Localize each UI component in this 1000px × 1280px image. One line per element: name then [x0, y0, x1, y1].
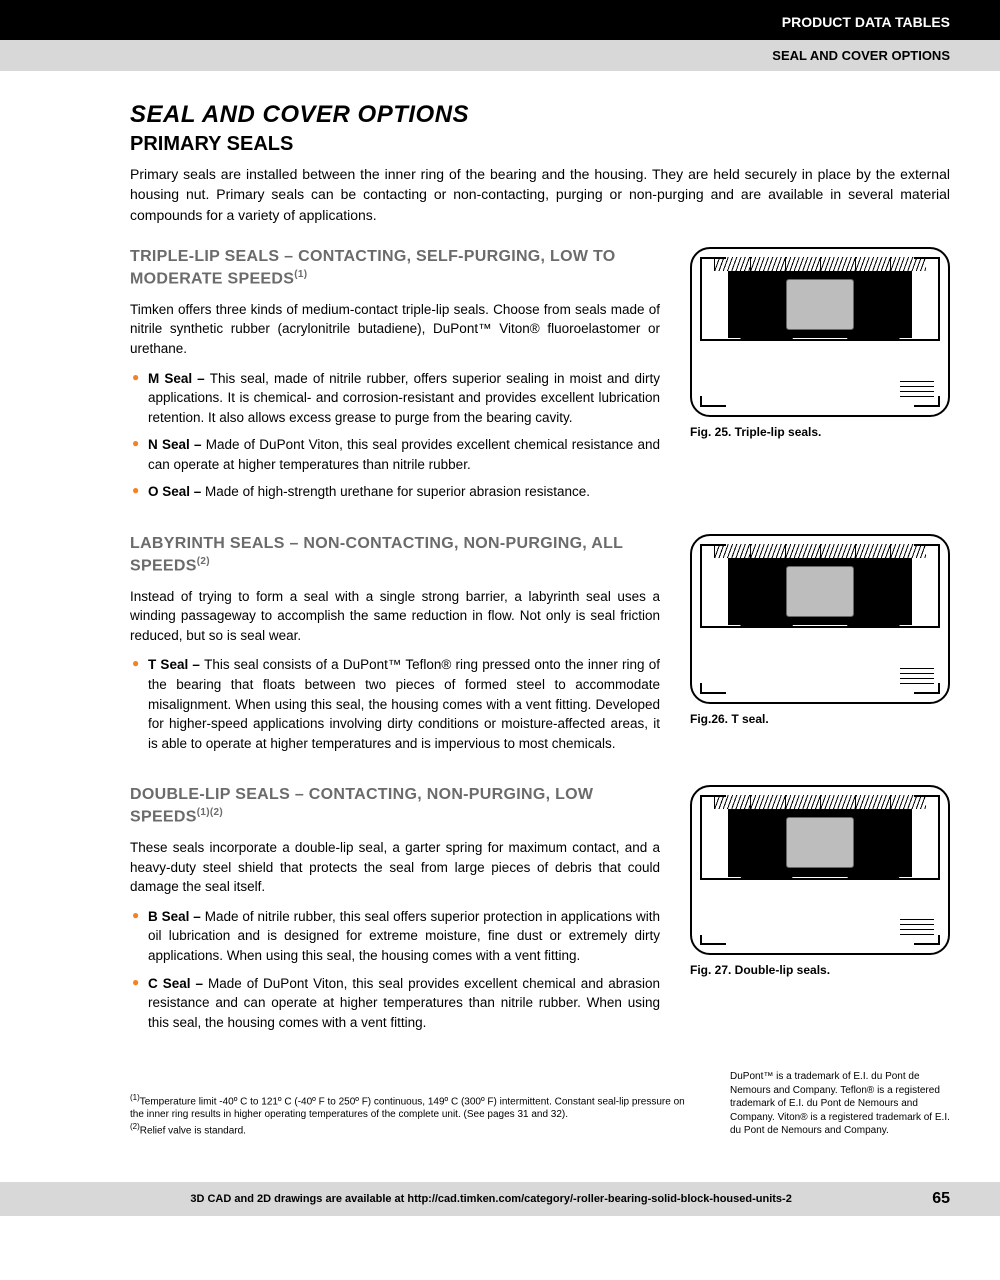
header-gray-bar: SEAL AND COVER OPTIONS: [0, 40, 1000, 71]
trademark-note: DuPont™ is a trademark of E.I. du Pont d…: [730, 1070, 950, 1138]
bullet-list: M Seal – This seal, made of nitrile rubb…: [130, 369, 660, 502]
section-heading: LABYRINTH SEALS – NON-CONTACTING, NON-PU…: [130, 534, 660, 577]
bullet-list: T Seal – This seal consists of a DuPont™…: [130, 655, 660, 753]
figure-diagram: [690, 247, 950, 417]
bottom-row: (1)Temperature limit -40º C to 121º C (-…: [130, 1064, 950, 1138]
section-paragraph: Instead of trying to form a seal with a …: [130, 587, 660, 646]
section-paragraph: Timken offers three kinds of medium-cont…: [130, 300, 660, 359]
page-title: SEAL AND COVER OPTIONS: [130, 101, 950, 129]
list-item: M Seal – This seal, made of nitrile rubb…: [130, 369, 660, 428]
footer-text: 3D CAD and 2D drawings are available at …: [50, 1193, 932, 1205]
list-item: T Seal – This seal consists of a DuPont™…: [130, 655, 660, 753]
list-item: B Seal – Made of nitrile rubber, this se…: [130, 907, 660, 966]
bullet-list: B Seal – Made of nitrile rubber, this se…: [130, 907, 660, 1032]
page-subtitle: PRIMARY SEALS: [130, 133, 950, 156]
section: DOUBLE-LIP SEALS – CONTACTING, NON-PURGI…: [130, 785, 950, 1040]
header-black-bar: PRODUCT DATA TABLES: [0, 0, 1000, 40]
section-heading: DOUBLE-LIP SEALS – CONTACTING, NON-PURGI…: [130, 785, 660, 828]
figure-diagram: [690, 534, 950, 704]
list-item: N Seal – Made of DuPont Viton, this seal…: [130, 435, 660, 474]
figure-diagram: [690, 785, 950, 955]
list-item: O Seal – Made of high-strength urethane …: [130, 482, 660, 502]
footnotes: (1)Temperature limit -40º C to 121º C (-…: [130, 1093, 700, 1138]
section-paragraph: These seals incorporate a double-lip sea…: [130, 838, 660, 897]
section-heading: TRIPLE-LIP SEALS – CONTACTING, SELF-PURG…: [130, 247, 660, 290]
figure-caption: Fig.26. T seal.: [690, 712, 950, 726]
section: LABYRINTH SEALS – NON-CONTACTING, NON-PU…: [130, 534, 950, 761]
page-number: 65: [932, 1190, 950, 1208]
figure-caption: Fig. 25. Triple-lip seals.: [690, 425, 950, 439]
list-item: C Seal – Made of DuPont Viton, this seal…: [130, 974, 660, 1033]
intro-paragraph: Primary seals are installed between the …: [130, 164, 950, 225]
footer-bar: 3D CAD and 2D drawings are available at …: [0, 1182, 1000, 1216]
page-content: SEAL AND COVER OPTIONS PRIMARY SEALS Pri…: [0, 71, 1000, 1158]
section: TRIPLE-LIP SEALS – CONTACTING, SELF-PURG…: [130, 247, 950, 510]
figure-caption: Fig. 27. Double-lip seals.: [690, 963, 950, 977]
